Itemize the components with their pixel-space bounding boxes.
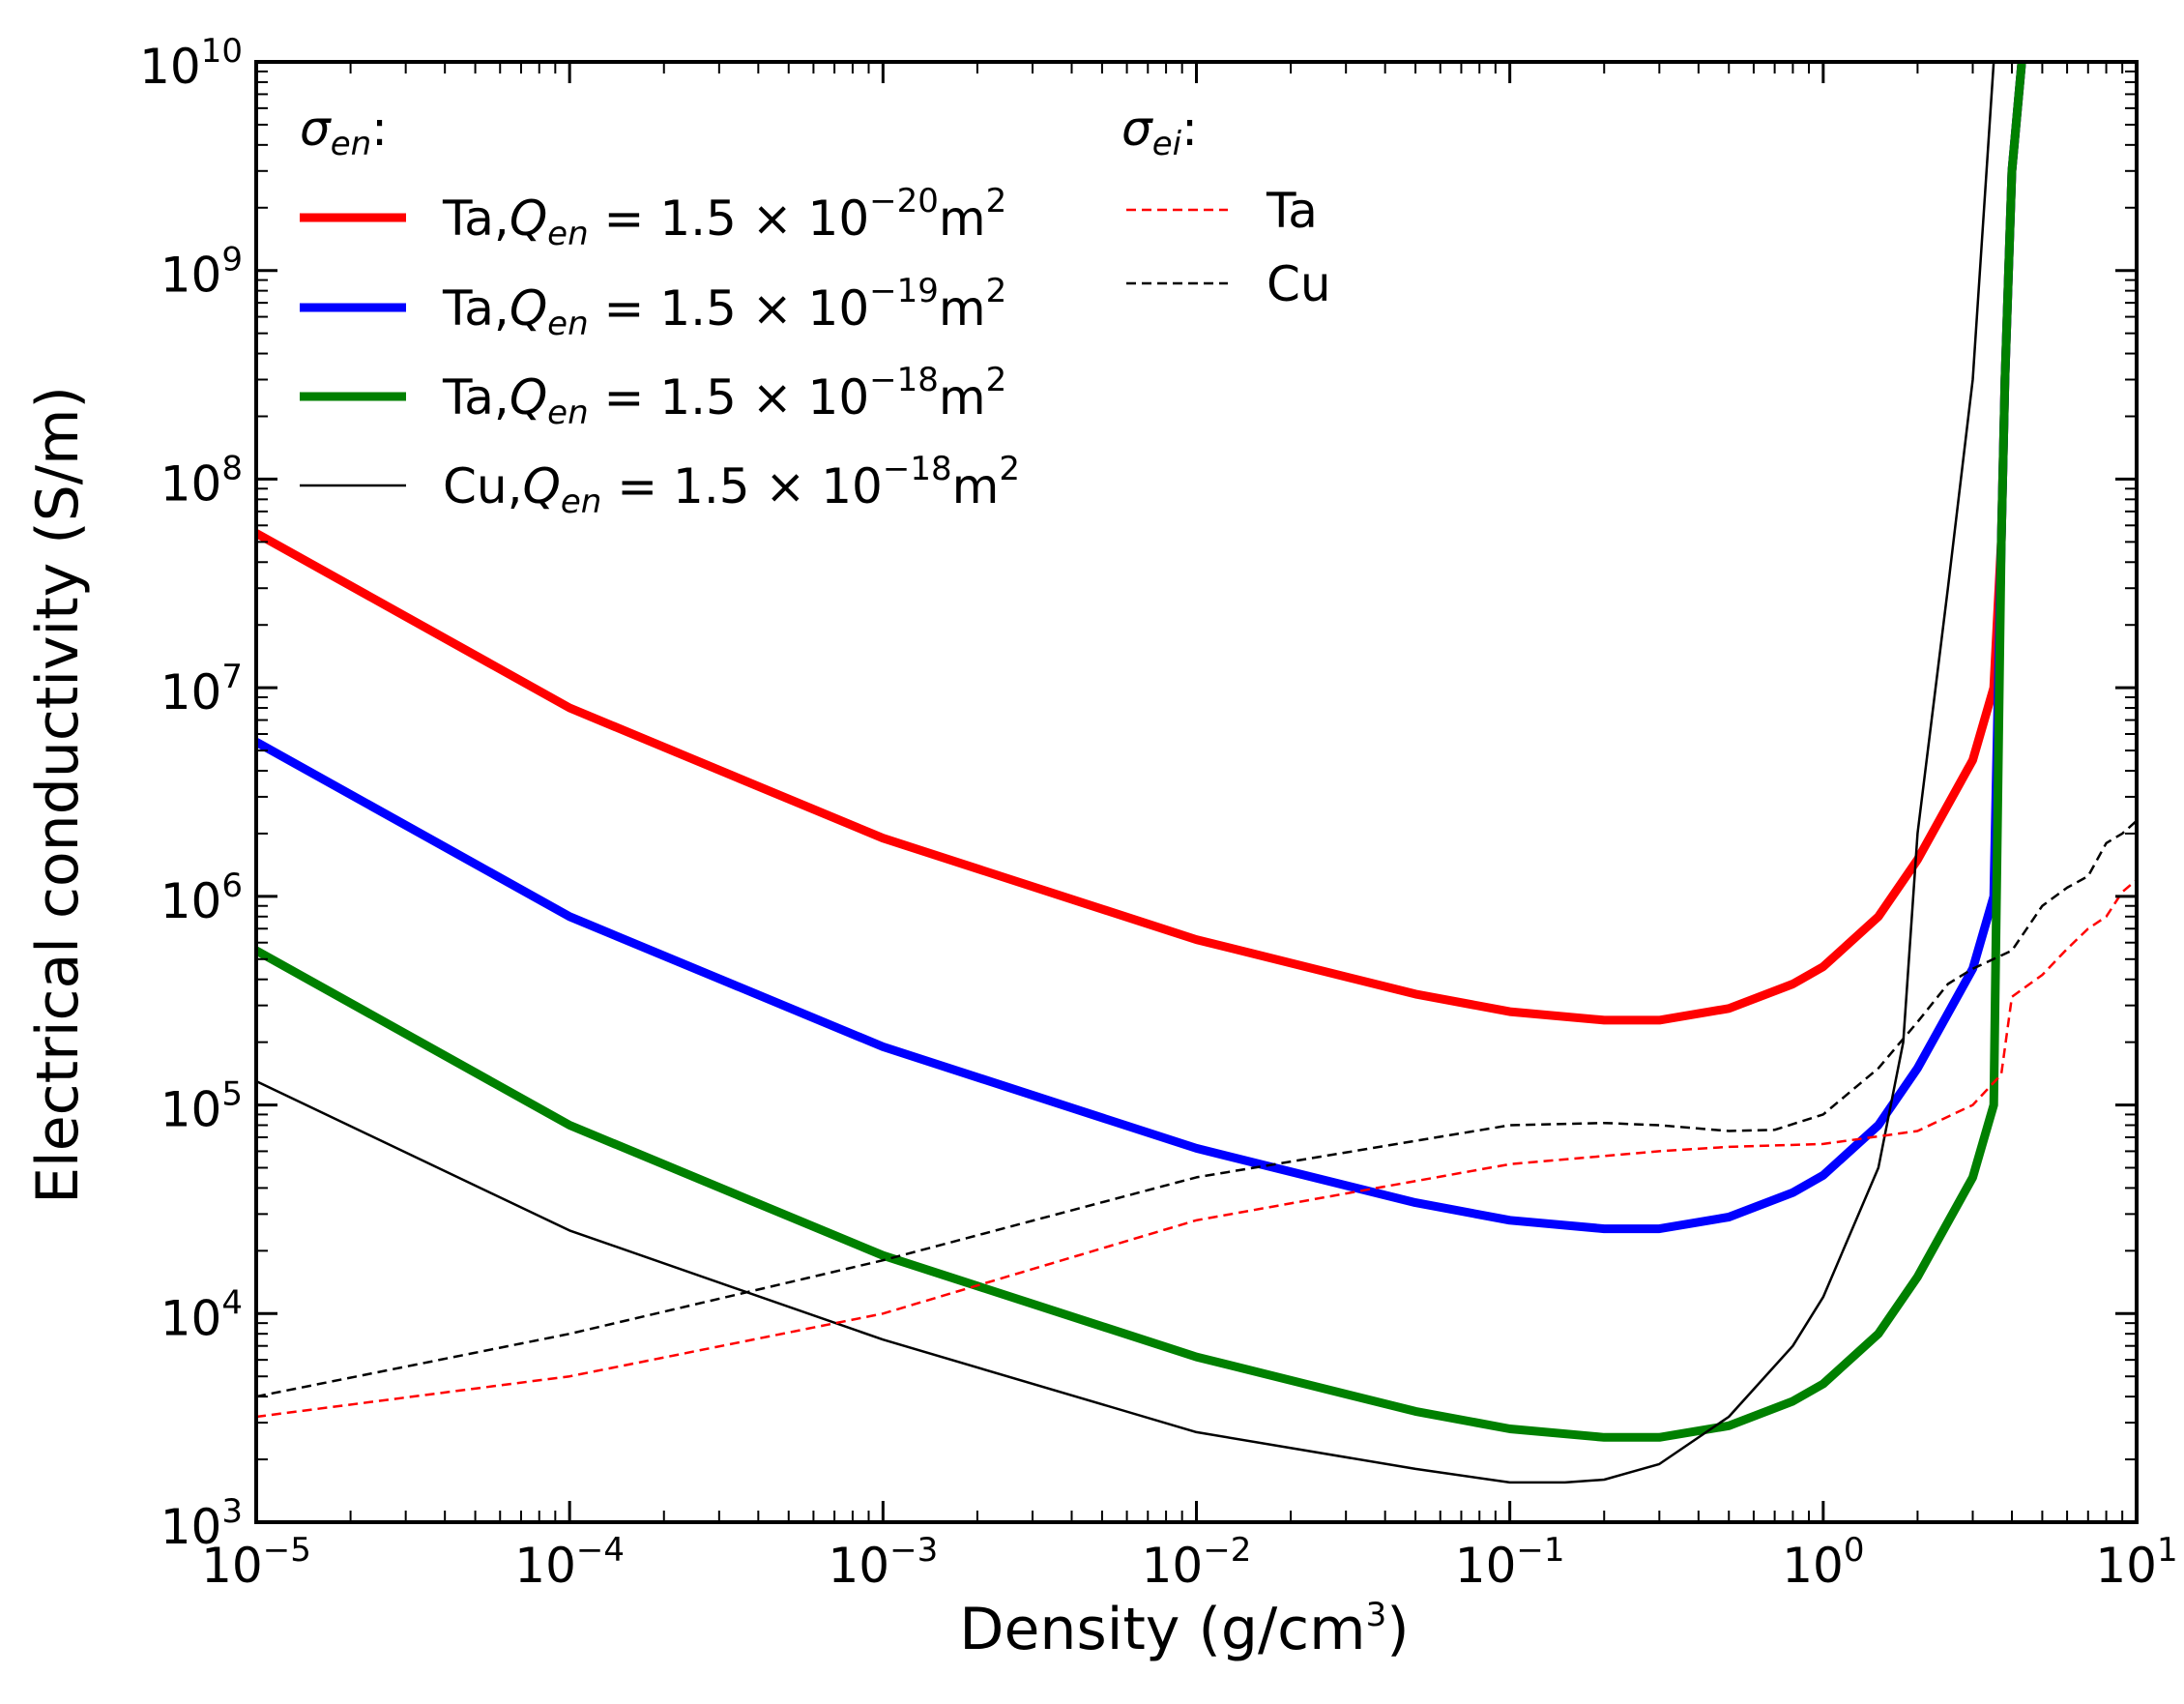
x-axis-label-end: ) bbox=[1386, 1596, 1409, 1663]
legend-label: Cu bbox=[1267, 256, 1331, 312]
x-axis-label-main: Density (g/cm bbox=[959, 1596, 1365, 1663]
x-tick-label: 10−2 bbox=[1142, 1531, 1252, 1594]
series-line-5 bbox=[256, 878, 2137, 1419]
y-tick-label: 103 bbox=[160, 1492, 243, 1555]
x-axis-label-sup: 3 bbox=[1366, 1596, 1387, 1634]
legend-label: Ta,Qen = 1.5 × 10−20m2 bbox=[442, 182, 1006, 253]
legend: σen: σei: Ta,Qen = 1.5 × 10−20m2 Ta,Qen = 1… bbox=[300, 101, 1331, 521]
legend-label: Ta,Qen = 1.5 × 10−19m2 bbox=[442, 272, 1006, 343]
series-line-3 bbox=[256, 62, 2026, 1442]
y-tick-label: 106 bbox=[160, 867, 243, 929]
y-tick-label: 108 bbox=[160, 449, 243, 512]
legend-label: Cu,Qen = 1.5 × 10−18m2 bbox=[443, 450, 1020, 521]
series-line-4 bbox=[256, 62, 1995, 1484]
series-layer bbox=[256, 62, 2137, 1484]
x-tick-label: 10−5 bbox=[201, 1531, 311, 1594]
plot-frame bbox=[254, 60, 2139, 1524]
tick-labels-layer: 10−5 10−4 10−3 10−2 10−1 100 101 103 104 105 106 10… bbox=[139, 32, 2178, 1594]
legend-label: Ta bbox=[1266, 183, 1318, 239]
y-axis-label: Electrical conductivity (S/m) bbox=[24, 386, 92, 1204]
y-tick-label: 1010 bbox=[139, 32, 243, 95]
legend-title: σen: bbox=[300, 101, 388, 163]
x-tick-label: 10−3 bbox=[828, 1531, 938, 1594]
x-tick-label: 10−1 bbox=[1455, 1531, 1565, 1594]
x-axis-label: Density (g/cm3) bbox=[959, 1596, 1409, 1663]
legend-title: σei: bbox=[1121, 101, 1198, 163]
x-tick-label: 101 bbox=[2095, 1531, 2177, 1594]
y-tick-label: 107 bbox=[160, 658, 243, 720]
series-line-6 bbox=[256, 819, 2137, 1398]
legend-label: Ta,Qen = 1.5 × 10−18m2 bbox=[442, 361, 1006, 432]
y-tick-label: 104 bbox=[160, 1283, 243, 1346]
x-tick-label: 100 bbox=[1782, 1531, 1864, 1594]
y-tick-label: 105 bbox=[160, 1075, 243, 1138]
x-tick-label: 10−4 bbox=[514, 1531, 625, 1594]
y-tick-label: 109 bbox=[160, 241, 243, 304]
